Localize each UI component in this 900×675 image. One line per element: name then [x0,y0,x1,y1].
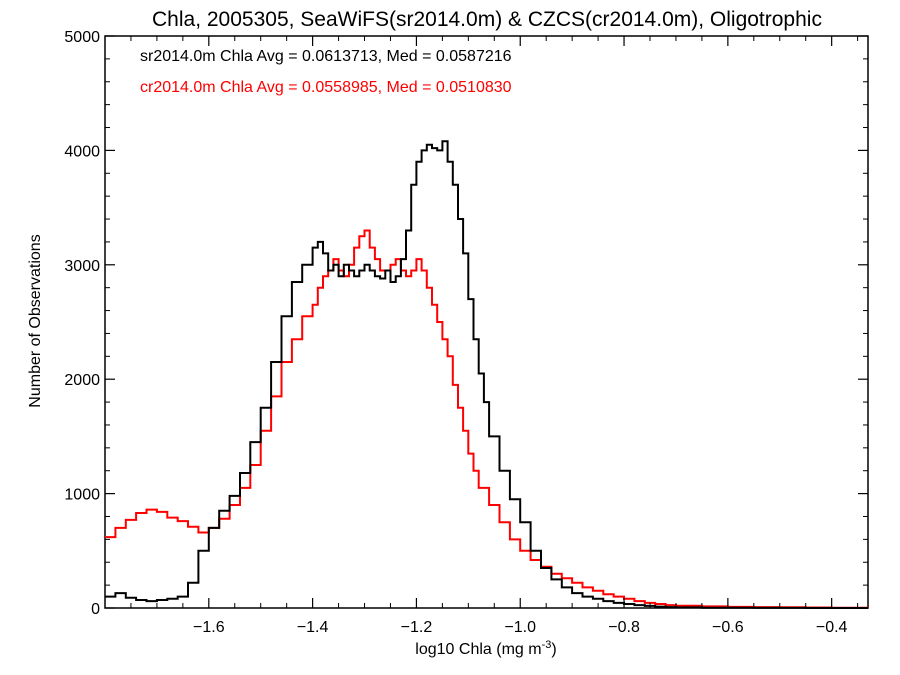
x-tick-label: −0.4 [816,619,848,636]
x-axis-label: log10 Chla (mg m-3) [415,639,556,658]
black-series-line [105,140,868,609]
y-tick-label: 3000 [64,258,100,275]
y-tick-label: 1000 [64,487,100,504]
plot-area-frame [104,35,869,609]
x-tick-label: −1.6 [193,619,225,636]
red-series-stats-annotation: cr2014.0m Chla Avg = 0.0558985, Med = 0.… [140,79,512,96]
black-series-stats-annotation: sr2014.0m Chla Avg = 0.0613713, Med = 0.… [140,48,512,65]
x-tick-label: −0.8 [608,619,640,636]
red-series-line [105,229,869,609]
y-tick-label: 4000 [64,143,100,160]
plot-series-group [105,140,869,609]
y-tick-label: 0 [91,601,100,618]
axis-ticks: −1.6 −1.4 −1.2 −1.0 −0.8 −0.6 −0.4 0 1000 2000 300… [64,29,868,636]
chart-title: Chla, 2005305, SeaWiFS(sr2014.0m) & CZCS… [152,8,822,31]
x-tick-label: −0.6 [712,619,744,636]
x-tick-label: −1.4 [297,619,329,636]
x-tick-label: −1.0 [504,619,536,636]
y-axis-label: Number of Observations [27,234,44,407]
y-tick-label: 2000 [64,372,100,389]
y-tick-label: 5000 [64,29,100,46]
x-tick-label: −1.2 [401,619,433,636]
